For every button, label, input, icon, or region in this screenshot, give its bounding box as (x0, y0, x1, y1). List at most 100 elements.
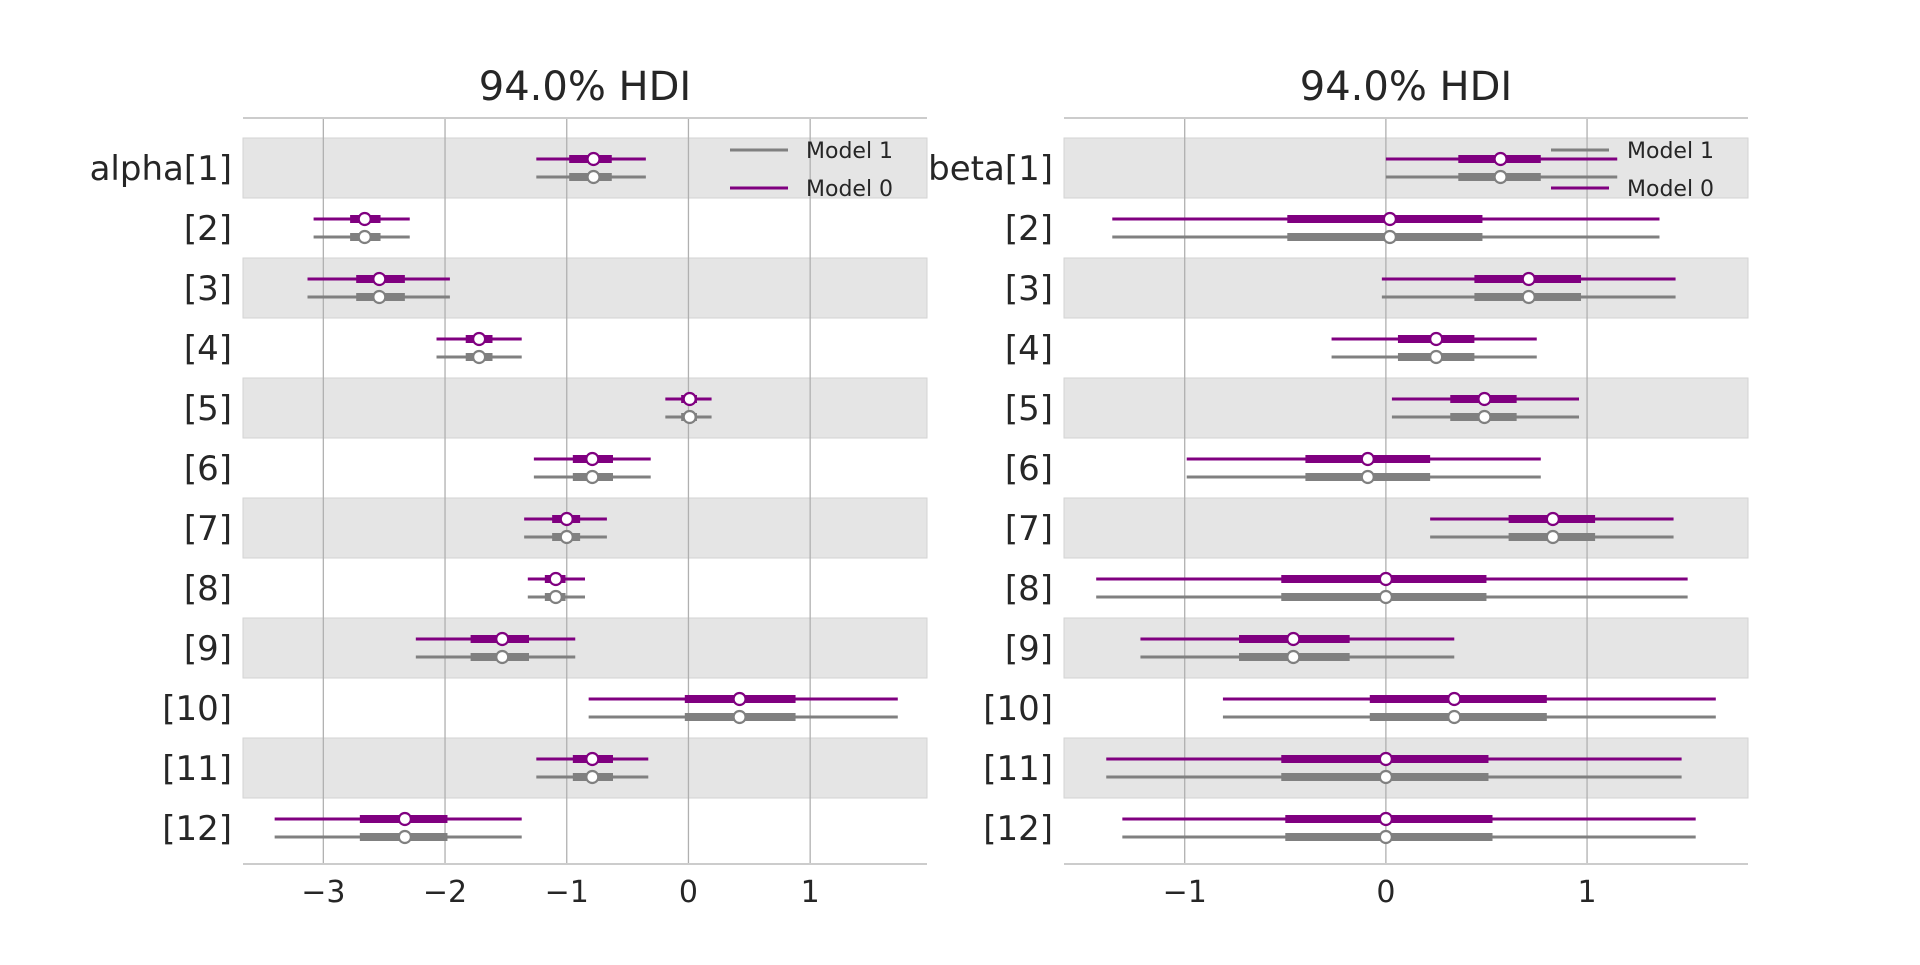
row-label: [7] (1005, 509, 1053, 549)
mean-point (559, 511, 574, 527)
mean-point (1378, 811, 1393, 827)
mean-point (548, 571, 563, 587)
row-label: [11] (162, 749, 232, 789)
mean-point (1382, 211, 1398, 227)
row-band (242, 737, 928, 799)
mean-point (1493, 169, 1508, 185)
beta-panel: 94.0% HDI −1 0 1 beta[1] [2] [3] [4] [5] [6] [7] [8… (928, 64, 1749, 910)
mean-point (585, 451, 600, 467)
mean-point (559, 529, 574, 545)
x-tick-label: 0 (1376, 875, 1395, 910)
mean-point (585, 751, 600, 767)
mean-point (1360, 451, 1375, 467)
row-label: [12] (162, 809, 232, 849)
legend-label: Model 0 (1627, 177, 1714, 202)
mean-point (495, 631, 510, 647)
row-label: [2] (1005, 209, 1053, 249)
mean-point (682, 409, 697, 425)
mean-point (732, 691, 747, 707)
row-label: [11] (983, 749, 1053, 789)
row-label: [8] (184, 569, 232, 609)
mean-point (397, 829, 412, 845)
x-tick-label: −1 (545, 875, 589, 910)
mean-point (372, 289, 387, 305)
x-tick-label: 1 (801, 875, 820, 910)
row-label: [10] (983, 689, 1053, 729)
row-label: alpha[1] (90, 149, 232, 189)
mean-point (397, 811, 412, 827)
mean-point (1521, 289, 1536, 305)
panel-title: 94.0% HDI (479, 64, 691, 110)
row-label: [4] (1005, 329, 1053, 369)
row-label: [3] (1005, 269, 1053, 309)
mean-point (495, 649, 510, 665)
row-label: [12] (983, 809, 1053, 849)
mean-point (1378, 751, 1393, 767)
x-tick-label: −3 (301, 875, 345, 910)
row-label: [9] (184, 629, 232, 669)
mean-point (1477, 409, 1492, 425)
mean-point (1545, 529, 1560, 545)
row-label: [3] (184, 269, 232, 309)
row-band (1063, 137, 1749, 199)
row-label: beta[1] (928, 149, 1053, 189)
mean-point (586, 151, 601, 167)
row-label: [7] (184, 509, 232, 549)
mean-point (1429, 349, 1444, 365)
mean-point (1378, 571, 1393, 587)
row-band (1063, 257, 1749, 319)
legend-label: Model 1 (806, 139, 893, 164)
x-tick-label: 1 (1578, 875, 1597, 910)
row-label: [10] (162, 689, 232, 729)
alpha-panel: 94.0% HDI −3 −2 −1 0 1 alpha[1] [2] [3] [4] [5] [6]… (90, 64, 928, 910)
mean-point (585, 469, 600, 485)
mean-point (1382, 229, 1398, 245)
mean-point (585, 769, 600, 785)
mean-point (1447, 709, 1462, 725)
row-label: [8] (1005, 569, 1053, 609)
mean-point (1286, 649, 1301, 665)
mean-point (1447, 691, 1462, 707)
x-tick-label: −2 (423, 875, 467, 910)
mean-point (472, 331, 487, 347)
mean-point (1378, 769, 1393, 785)
row-label: [2] (184, 209, 232, 249)
mean-point (1521, 271, 1536, 287)
row-band (242, 497, 928, 559)
row-label: [5] (1005, 389, 1053, 429)
mean-point (548, 589, 563, 605)
mean-point (1429, 331, 1444, 347)
row-band (1063, 377, 1749, 439)
mean-point (1477, 391, 1492, 407)
row-band (1063, 617, 1749, 679)
mean-point (1493, 151, 1508, 167)
row-band (242, 617, 928, 679)
row-label: [6] (184, 449, 232, 489)
mean-point (1286, 631, 1301, 647)
row-label: [5] (184, 389, 232, 429)
legend-label: Model 0 (806, 177, 893, 202)
mean-point (372, 271, 387, 287)
mean-point (472, 349, 487, 365)
panel-title: 94.0% HDI (1300, 64, 1512, 110)
x-tick-label: −1 (1163, 875, 1207, 910)
row-band (242, 377, 928, 439)
row-label: [4] (184, 329, 232, 369)
mean-point (1545, 511, 1560, 527)
row-band (1063, 737, 1749, 799)
row-band (242, 257, 928, 319)
row-band (1063, 497, 1749, 559)
mean-point (1378, 589, 1393, 605)
row-label: [6] (1005, 449, 1053, 489)
x-tick-label: 0 (679, 875, 698, 910)
mean-point (1378, 829, 1393, 845)
mean-point (357, 211, 372, 227)
mean-point (357, 229, 372, 245)
mean-point (1360, 469, 1375, 485)
mean-point (586, 169, 601, 185)
mean-point (732, 709, 747, 725)
legend-label: Model 1 (1627, 139, 1714, 164)
mean-point (682, 391, 697, 407)
